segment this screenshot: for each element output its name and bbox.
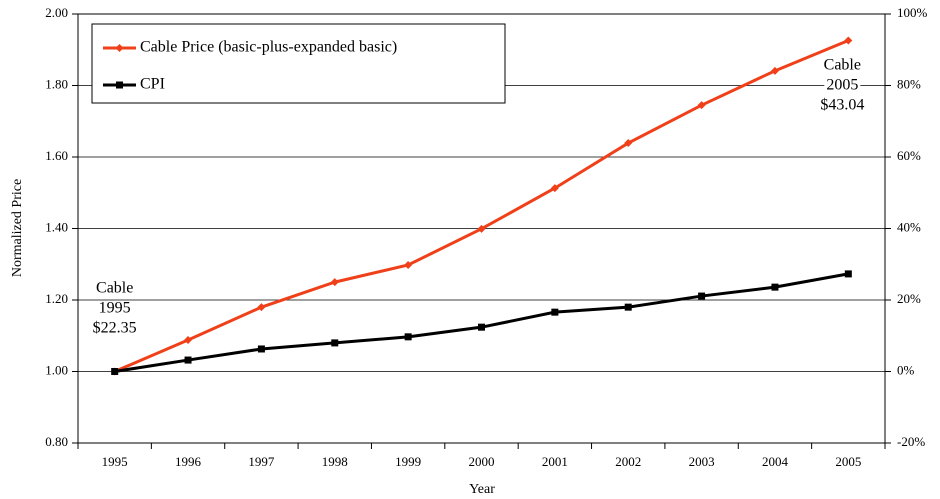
- y2-tick-label: 60%: [897, 148, 921, 163]
- x-tick-label: 2003: [689, 454, 715, 469]
- x-tick-label: 2005: [835, 454, 861, 469]
- y2-tick-label: 20%: [897, 291, 921, 306]
- x-tick-label: 2004: [762, 454, 789, 469]
- x-tick-label: 1996: [175, 454, 202, 469]
- annotation-bg: [818, 96, 867, 114]
- point: [477, 224, 486, 233]
- point: [330, 278, 339, 287]
- annotation-bg: [824, 76, 861, 94]
- point: [697, 101, 706, 110]
- legend-marker: [115, 44, 124, 52]
- plot-frame: [77, 13, 886, 444]
- point: [404, 260, 413, 269]
- legend-box: [91, 23, 506, 104]
- point: [844, 36, 853, 45]
- annotation: Cable: [96, 280, 133, 297]
- y-tick-label: 1.60: [45, 148, 68, 163]
- x-tick-label: 2001: [542, 454, 568, 469]
- annotation-bg: [821, 56, 863, 74]
- point: [844, 270, 852, 278]
- x-tick-label: 1995: [102, 454, 128, 469]
- x-tick-label: 1998: [322, 454, 348, 469]
- x-axis-label: Year: [469, 482, 495, 497]
- annotation: $22.35: [93, 320, 137, 337]
- annotation: 1995: [99, 300, 131, 317]
- y-tick-label: 0.80: [45, 434, 68, 449]
- y2-tick-label: 0%: [897, 362, 915, 377]
- point: [184, 356, 192, 364]
- point: [111, 368, 119, 375]
- point: [771, 283, 779, 291]
- legend-label: CPI: [140, 76, 165, 93]
- y-tick-label: 2.00: [45, 5, 68, 20]
- point: [624, 303, 632, 311]
- y2-tick-label: 40%: [897, 219, 921, 234]
- y2-tick-label: 100%: [897, 5, 928, 20]
- point: [257, 345, 265, 353]
- y-axis-label: Normalized Price: [10, 179, 25, 277]
- point: [698, 292, 706, 300]
- y2-tick-label: 80%: [897, 76, 921, 91]
- y-tick-label: 1.20: [45, 291, 68, 306]
- point: [551, 308, 559, 316]
- point: [770, 66, 779, 75]
- y-tick-label: 1.00: [45, 362, 68, 377]
- point: [184, 336, 193, 345]
- x-tick-label: 2002: [615, 454, 641, 469]
- point: [624, 139, 633, 148]
- legend-marker: [116, 81, 123, 89]
- point: [331, 339, 339, 347]
- annotation: $43.04: [820, 97, 864, 114]
- x-tick-label: 1997: [248, 454, 275, 469]
- point: [257, 303, 266, 312]
- y-tick-label: 1.80: [45, 76, 68, 91]
- annotation: Cable: [824, 57, 861, 74]
- annotation: 2005: [826, 77, 858, 94]
- y-tick-label: 1.40: [45, 219, 68, 234]
- point: [550, 184, 559, 193]
- x-tick-label: 2000: [469, 454, 495, 469]
- point: [404, 333, 412, 341]
- x-tick-label: 1999: [395, 454, 421, 469]
- legend-label: Cable Price (basic-plus-expanded basic): [140, 39, 397, 56]
- point: [478, 323, 485, 331]
- y2-tick-label: -20%: [897, 434, 925, 449]
